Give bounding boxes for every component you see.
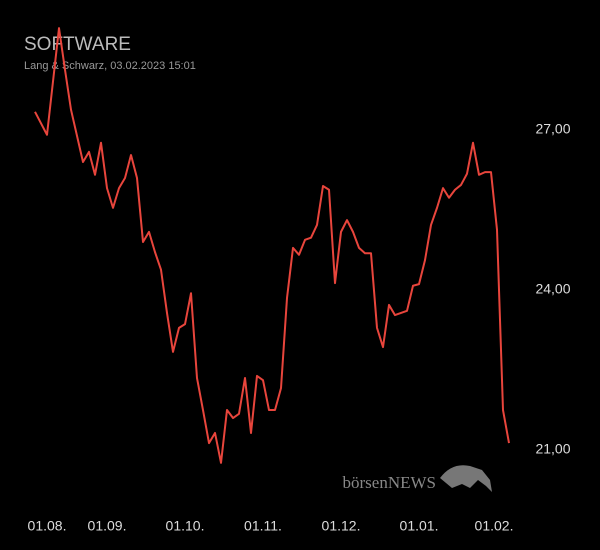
y-tick-label: 24,00 xyxy=(535,281,570,297)
bull-icon xyxy=(440,465,492,492)
price-line xyxy=(34,27,510,464)
x-tick-label: 01.09. xyxy=(88,518,127,534)
x-tick-label: 01.01. xyxy=(400,518,439,534)
y-tick-label: 21,00 xyxy=(535,441,570,457)
x-tick-label: 01.12. xyxy=(322,518,361,534)
chart-title: SOFTWARE xyxy=(24,34,131,55)
x-tick-label: 01.11. xyxy=(244,518,282,534)
x-tick-label: 01.10. xyxy=(166,518,205,534)
y-tick-label: 27,00 xyxy=(535,121,570,137)
x-tick-label: 01.08. xyxy=(28,518,67,534)
watermark: börsenNEWS xyxy=(343,473,436,492)
x-tick-label: 01.02. xyxy=(475,518,514,534)
chart-subtitle: Lang & Schwarz, 03.02.2023 15:01 xyxy=(24,60,196,72)
